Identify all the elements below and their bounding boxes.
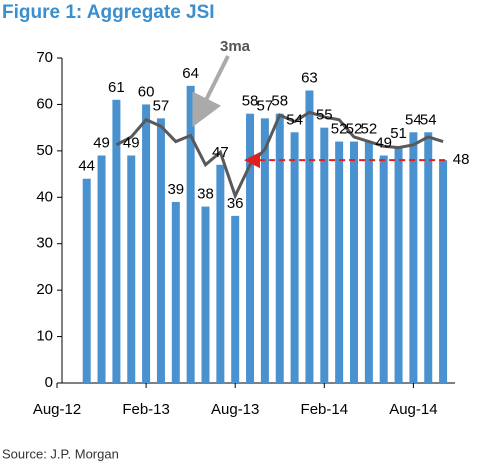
bar	[82, 178, 91, 383]
bar	[290, 132, 299, 383]
data-label: 60	[138, 83, 155, 100]
data-label: 63	[301, 69, 318, 86]
bar	[379, 155, 388, 383]
y-tick-label: 60	[36, 95, 53, 112]
annotation: 3ma	[220, 38, 251, 55]
bar	[320, 127, 329, 384]
data-label: 39	[167, 181, 184, 198]
data-label: 36	[227, 195, 244, 212]
bar	[112, 99, 121, 384]
y-tick-label: 10	[36, 328, 53, 345]
bar	[364, 141, 373, 383]
bar	[171, 201, 180, 383]
data-label: 38	[197, 186, 214, 203]
data-label: 57	[153, 97, 170, 114]
data-label: 54	[286, 111, 303, 128]
data-label: 54	[405, 111, 422, 128]
y-tick-label: 40	[36, 188, 53, 205]
y-tick-label: 30	[36, 235, 53, 252]
x-tick-label: Aug-13	[211, 401, 259, 418]
data-label: 58	[271, 93, 288, 110]
data-label: 52	[346, 121, 363, 138]
bar	[216, 164, 225, 383]
data-label: 49	[375, 134, 392, 151]
data-label: 52	[361, 121, 378, 138]
y-tick-label: 0	[45, 374, 53, 391]
ma-line	[115, 110, 444, 200]
data-label: 57	[257, 97, 274, 114]
bar	[201, 206, 210, 383]
bar	[305, 90, 314, 383]
bar	[186, 85, 195, 383]
bar	[127, 155, 136, 383]
bar	[275, 113, 284, 383]
y-tick-label: 50	[36, 142, 53, 159]
data-label: 48	[453, 151, 470, 168]
source: Source: J.P. Morgan	[2, 446, 119, 461]
bar	[156, 118, 165, 383]
data-label: 49	[123, 134, 140, 151]
chart-title: Figure 1: Aggregate JSI	[2, 2, 215, 23]
data-label: 64	[182, 65, 199, 82]
data-label: 61	[108, 79, 125, 96]
bar	[246, 113, 255, 383]
x-tick-label: Aug-12	[33, 401, 81, 418]
bar	[231, 215, 240, 383]
data-label: 44	[78, 158, 95, 175]
bar	[335, 141, 344, 383]
annotation-arrow	[192, 55, 230, 128]
data-label: 49	[93, 134, 110, 151]
bar	[439, 160, 448, 383]
x-tick-label: Feb-14	[301, 401, 349, 418]
bar	[97, 155, 106, 383]
data-label: 55	[316, 107, 333, 124]
bar	[142, 104, 151, 383]
data-label: 54	[420, 111, 437, 128]
x-tick-label: Feb-13	[122, 401, 170, 418]
bar	[409, 132, 418, 383]
data-label: 51	[390, 125, 407, 142]
bar	[350, 141, 358, 383]
data-label: 58	[242, 93, 259, 110]
bar	[424, 132, 433, 383]
x-tick-label: Aug-14	[389, 401, 437, 418]
y-tick-label: 70	[36, 49, 53, 66]
data-label: 47	[212, 144, 229, 161]
bar	[394, 146, 403, 383]
bar	[260, 118, 269, 383]
data-label: 52	[331, 121, 348, 138]
y-tick-label: 20	[36, 281, 53, 298]
